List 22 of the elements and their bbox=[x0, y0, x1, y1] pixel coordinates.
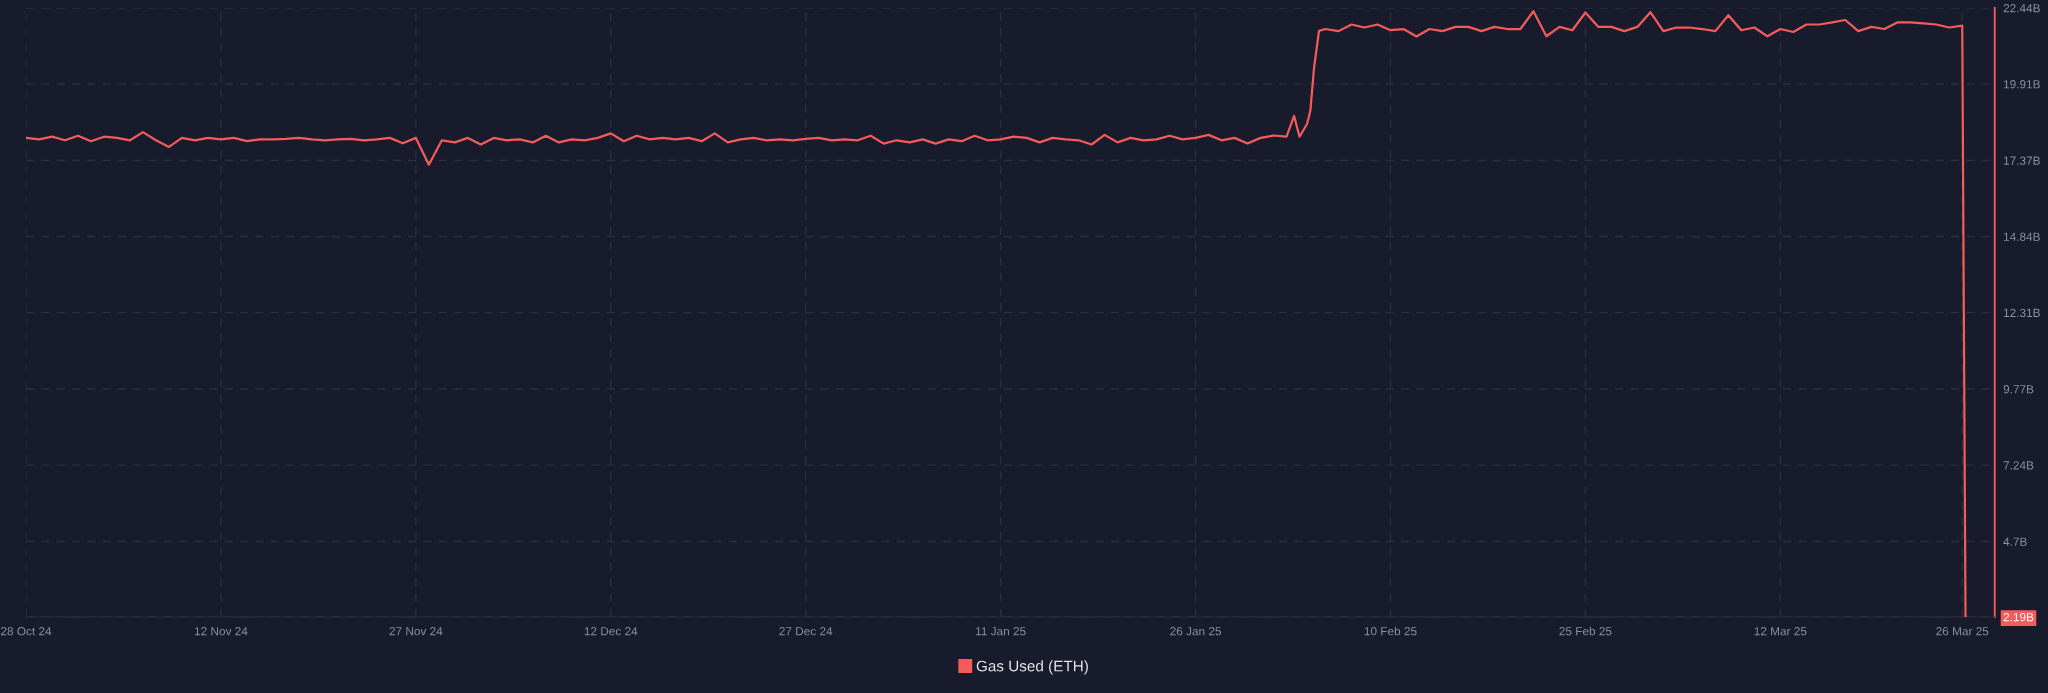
y-tick-label: 2.19B bbox=[2003, 613, 2034, 622]
x-tick-label: 28 Oct 24 bbox=[1, 627, 52, 636]
y-tick-label: 19.91B bbox=[2003, 80, 2040, 89]
line-series bbox=[26, 10, 1967, 617]
x-tick-label: 11 Jan 25 bbox=[976, 627, 1026, 636]
y-tick-label: 9.77B bbox=[2003, 385, 2034, 394]
x-tick-label: 27 Nov 24 bbox=[389, 627, 443, 636]
legend-label: Gas Used (ETH) bbox=[976, 660, 1088, 675]
y-tick-label: 12.31B bbox=[2003, 308, 2040, 318]
y-tick-label: 14.84B bbox=[2003, 232, 2040, 241]
x-tick-label: 10 Feb 25 bbox=[1364, 626, 1417, 636]
y-tick-label: 4.7B bbox=[2003, 537, 2027, 546]
y-tick-label: 7.24B bbox=[2003, 461, 2034, 470]
y-tick-label: 22.44B bbox=[2003, 4, 2040, 13]
x-tick-label: 27 Dec 24 bbox=[779, 627, 833, 636]
x-tick-label: 25 Feb 25 bbox=[1559, 626, 1612, 636]
x-tick-label: 26 Mar 25 bbox=[1936, 627, 1989, 636]
y-tick-label: 17.37B bbox=[2003, 156, 2040, 165]
x-tick-label: 12 Dec 24 bbox=[584, 627, 638, 636]
x-tick-label: 12 Nov 24 bbox=[194, 627, 248, 636]
x-tick-label: 12 Mar 25 bbox=[1754, 627, 1807, 636]
x-tick-label: 26 Jan 25 bbox=[1170, 627, 1221, 636]
